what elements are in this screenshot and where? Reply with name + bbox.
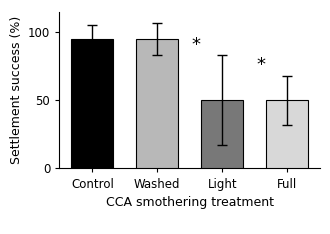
Bar bbox=[136, 39, 179, 168]
Text: *: * bbox=[256, 56, 265, 74]
Y-axis label: Settlement success (%): Settlement success (%) bbox=[10, 16, 22, 164]
X-axis label: CCA smothering treatment: CCA smothering treatment bbox=[106, 196, 274, 209]
Text: *: * bbox=[191, 36, 200, 54]
Bar bbox=[71, 39, 114, 168]
Bar bbox=[266, 100, 308, 168]
Bar bbox=[201, 100, 243, 168]
